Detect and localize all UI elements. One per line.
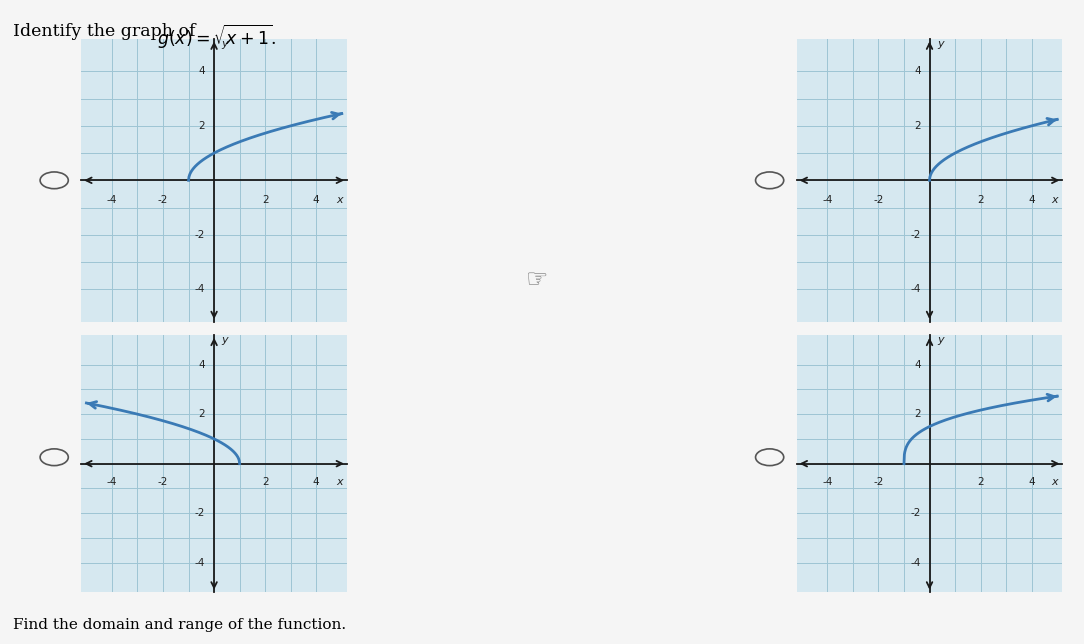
Text: 2: 2 (914, 409, 920, 419)
Text: -2: -2 (158, 195, 168, 205)
Text: -4: -4 (195, 558, 205, 568)
Text: $g(x) = \sqrt{x+1}$.: $g(x) = \sqrt{x+1}$. (157, 23, 276, 51)
Text: x: x (336, 195, 343, 205)
Text: 4: 4 (198, 66, 205, 77)
Text: y: y (222, 39, 229, 49)
Text: 2: 2 (198, 121, 205, 131)
Text: x: x (1051, 195, 1058, 205)
Text: -2: -2 (911, 230, 920, 240)
Text: -4: -4 (106, 477, 117, 488)
Text: -2: -2 (874, 477, 883, 488)
Text: 4: 4 (313, 195, 320, 205)
Text: y: y (222, 335, 229, 345)
Text: y: y (938, 335, 944, 345)
Text: -4: -4 (106, 195, 117, 205)
Text: -2: -2 (874, 195, 883, 205)
Text: 4: 4 (1029, 195, 1035, 205)
Text: Identify the graph of: Identify the graph of (13, 23, 201, 39)
Text: 2: 2 (262, 477, 269, 488)
Text: 4: 4 (1029, 477, 1035, 488)
Text: -4: -4 (822, 195, 833, 205)
Text: 2: 2 (198, 409, 205, 419)
Text: -4: -4 (195, 284, 205, 294)
Text: -2: -2 (158, 477, 168, 488)
Text: 2: 2 (914, 121, 920, 131)
Text: 4: 4 (914, 359, 920, 370)
Text: -4: -4 (911, 284, 920, 294)
Text: -4: -4 (911, 558, 920, 568)
Text: 2: 2 (978, 195, 984, 205)
Text: -2: -2 (911, 508, 920, 518)
Text: 2: 2 (262, 195, 269, 205)
Text: y: y (938, 39, 944, 49)
Text: x: x (1051, 477, 1058, 488)
Text: 4: 4 (313, 477, 320, 488)
Text: x: x (336, 477, 343, 488)
Text: Find the domain and range of the function.: Find the domain and range of the functio… (13, 618, 346, 632)
Text: -4: -4 (822, 477, 833, 488)
Text: -2: -2 (195, 508, 205, 518)
Text: -2: -2 (195, 230, 205, 240)
Text: 2: 2 (978, 477, 984, 488)
Text: 4: 4 (198, 359, 205, 370)
Text: 4: 4 (914, 66, 920, 77)
Text: ☞: ☞ (526, 268, 547, 292)
